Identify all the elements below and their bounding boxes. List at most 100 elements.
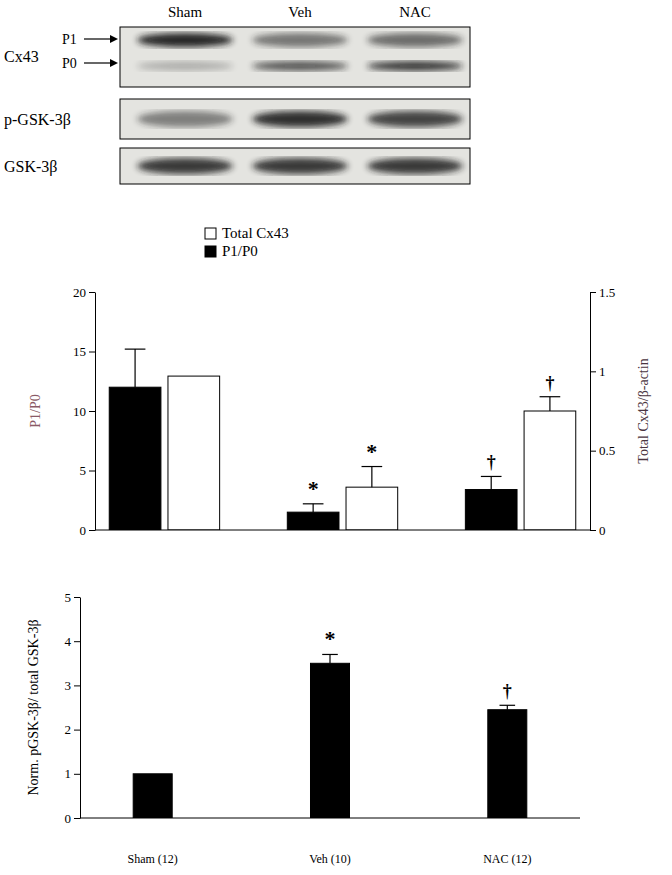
- error-bar: [549, 397, 550, 411]
- axis: 00.511.5: [590, 285, 615, 538]
- tick-label: 1: [599, 364, 606, 379]
- bar: [133, 774, 172, 818]
- plot-marks: [133, 654, 527, 818]
- error-bar: [507, 705, 508, 709]
- axis-line: [95, 530, 590, 531]
- axis: 012345: [65, 590, 81, 826]
- blot: ShamVehNACCx43P1P0p-GSK-3βGSK-3β: [4, 4, 470, 184]
- blot-panel: [120, 148, 470, 184]
- blot-panel: [120, 27, 470, 87]
- tick: 20: [73, 285, 95, 300]
- tick-label: Veh (10): [309, 852, 351, 866]
- bar: [488, 710, 527, 818]
- tick: 15: [73, 344, 95, 359]
- tick-mark: [89, 530, 95, 531]
- row-label: Cx43: [4, 48, 39, 65]
- row-label: GSK-3β: [4, 158, 57, 176]
- tick: 1: [65, 766, 81, 781]
- y-axis-title: Norm. pGSK-3β/ total GSK-3β: [26, 619, 41, 795]
- row-label: p-GSK-3β: [4, 111, 71, 129]
- tick-mark: [89, 352, 95, 353]
- tick-label: 0: [80, 523, 87, 538]
- arrow-head: [110, 59, 118, 67]
- axis: 0 5 10 15 20: [73, 285, 96, 538]
- annotation: †: [545, 373, 554, 393]
- tick-label: 20: [73, 285, 86, 300]
- arrow: [84, 62, 110, 63]
- blot-band: [367, 158, 463, 174]
- tick: 1: [590, 364, 606, 379]
- tick-label: 0: [599, 523, 606, 538]
- tick: 0: [590, 523, 606, 538]
- error-cap: [303, 503, 324, 504]
- blot-band: [137, 158, 233, 174]
- bar: [346, 487, 398, 530]
- blot-band: [137, 61, 233, 71]
- tick-mark: [590, 371, 596, 372]
- band-label: P1: [62, 32, 77, 47]
- tick-label: 5: [65, 590, 72, 605]
- bar: [109, 387, 161, 530]
- tick-label: 2: [65, 722, 72, 737]
- blot-band: [367, 61, 463, 71]
- bar: [465, 490, 517, 530]
- bar: [310, 663, 349, 818]
- tick-label: 5: [80, 463, 87, 478]
- blot-band: [137, 111, 233, 127]
- annotation: *: [366, 439, 377, 464]
- figure: ShamVehNACCx43P1P0p-GSK-3βGSK-3β05101520…: [0, 0, 672, 875]
- blot-band: [252, 33, 348, 47]
- error-cap: [125, 349, 146, 350]
- error-bar: [134, 349, 135, 387]
- tick-mark: [590, 530, 596, 531]
- tick-label: 15: [73, 344, 86, 359]
- tick-mark: [590, 292, 596, 293]
- annotation: *: [308, 476, 319, 501]
- tick: 5: [80, 463, 96, 478]
- tick-label: 4: [65, 634, 72, 649]
- tick-mark: [74, 818, 80, 819]
- blot-band: [252, 61, 348, 71]
- legend: Total Cx43P1/P0: [205, 225, 289, 259]
- blot-band: [252, 158, 348, 174]
- blot-band: [367, 33, 463, 47]
- axis-line: [80, 818, 580, 819]
- lane-label: Sham: [168, 4, 203, 20]
- band-label: P0: [62, 56, 77, 71]
- tick: 0: [65, 811, 81, 826]
- tick: 2: [65, 722, 81, 737]
- error-cap: [481, 476, 502, 477]
- axis-line: [80, 598, 81, 819]
- tick-mark: [74, 774, 80, 775]
- error-bar: [371, 467, 372, 488]
- error-cap: [500, 705, 516, 706]
- tick: Sham (12): [128, 818, 178, 866]
- bar: [524, 411, 576, 530]
- annotation: †: [487, 452, 496, 472]
- tick-label: NAC (12): [483, 852, 531, 866]
- error-bar: [313, 504, 314, 512]
- error-cap: [362, 466, 383, 467]
- error-cap: [540, 396, 561, 397]
- tick-mark: [74, 685, 80, 686]
- error-bar: [329, 654, 330, 663]
- plot-marks: [109, 349, 576, 530]
- tick-label: Sham (12): [128, 852, 178, 866]
- blot-panel: [120, 99, 470, 139]
- blot-band: [252, 111, 348, 127]
- tick-mark: [74, 597, 80, 598]
- tick: 0.5: [590, 443, 615, 458]
- tick: 5: [65, 590, 81, 605]
- tick-label: 0.5: [599, 443, 615, 458]
- blot-band: [137, 33, 233, 47]
- axis: Sham (12) Veh (10) NAC (12): [80, 818, 580, 866]
- y2-axis-title: Total Cx43/β-actin: [636, 358, 651, 463]
- tick-label: 10: [73, 404, 86, 419]
- y-axis-title: P1/P0: [28, 394, 43, 427]
- legend-swatch: [205, 228, 216, 239]
- tick: NAC (12): [483, 818, 531, 866]
- axis-line: [95, 293, 96, 531]
- bar: [287, 512, 339, 530]
- annotation: *: [325, 626, 336, 651]
- arrow-head: [110, 35, 118, 43]
